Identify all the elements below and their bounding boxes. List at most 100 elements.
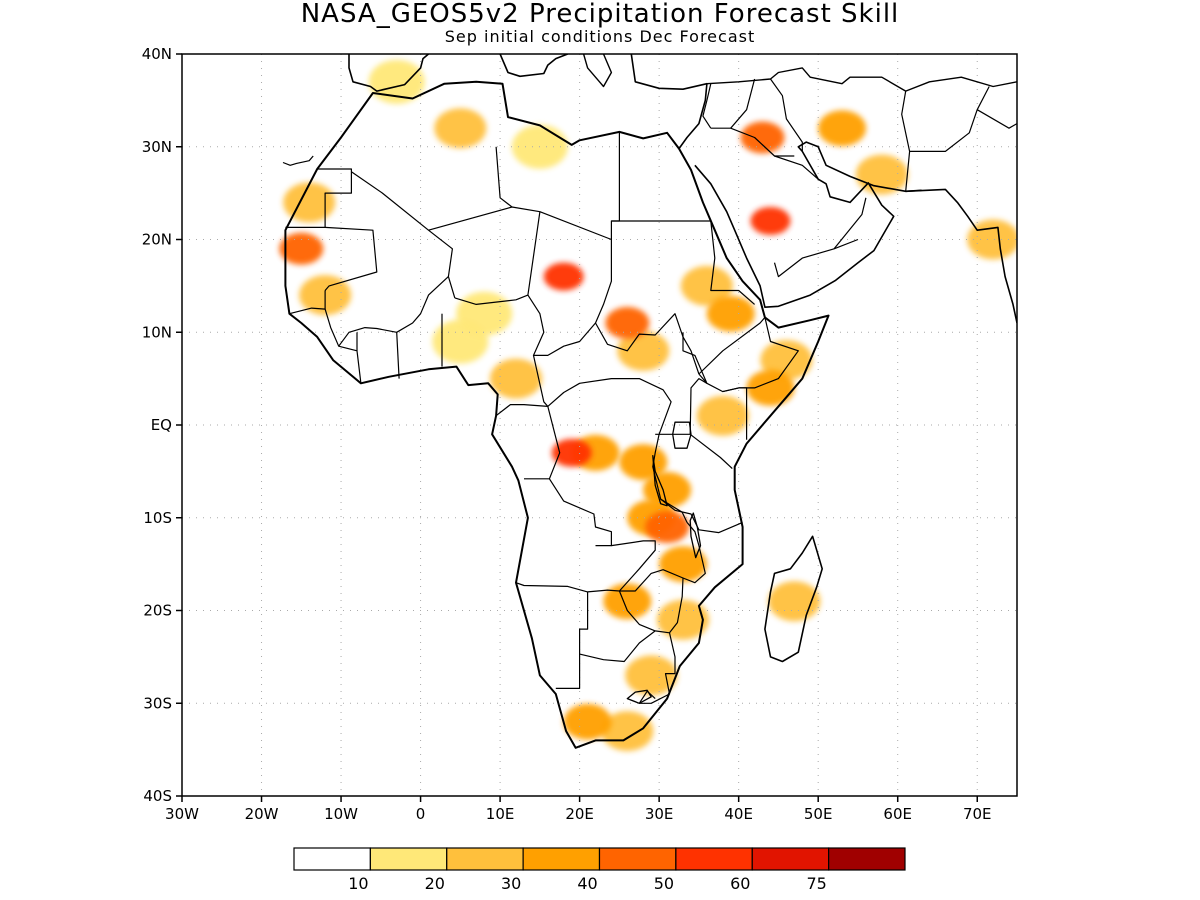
coastline-path (652, 454, 668, 507)
lon-tick-label: 70E (963, 805, 992, 823)
lon-tick-label: 20W (245, 805, 279, 823)
coastline-path (833, 197, 867, 250)
colorbar-swatch (446, 847, 524, 871)
coastline-path (579, 630, 656, 663)
lat-tick-label: 20S (143, 602, 172, 620)
lon-tick-label: 30W (165, 805, 199, 823)
coastline-path (548, 478, 612, 547)
coastline-path (285, 168, 352, 228)
lat-tick-label: EQ (151, 416, 172, 434)
coastline-path (976, 109, 1017, 129)
skill-region (680, 265, 733, 306)
lon-tick-label: 10W (324, 805, 358, 823)
colorbar-swatch (751, 847, 830, 871)
skill-region (750, 206, 791, 235)
skill-region (434, 108, 487, 149)
skill-region (645, 511, 690, 544)
coastline-path (495, 146, 513, 208)
coastline-path (682, 332, 708, 384)
lon-tick-label: 10E (486, 805, 515, 823)
coastline-path (651, 54, 653, 55)
skill-region (746, 369, 795, 406)
colorbar-label: 10 (348, 874, 368, 893)
coastline-path (351, 171, 456, 299)
skill-region (283, 182, 336, 223)
coastline-path (710, 127, 795, 157)
skill-region (605, 306, 650, 339)
lon-tick-label: 60E (883, 805, 912, 823)
lat-lon-grid (182, 54, 1017, 796)
colorbar-label: 40 (577, 874, 597, 893)
coastline-path (702, 83, 712, 129)
coastline-path (698, 317, 766, 375)
lat-tick-label: 30S (143, 694, 172, 712)
coastline-path (694, 141, 922, 308)
colorbar-swatch (522, 847, 601, 871)
colorbar: 10 20 30 40 50 60 75 (293, 847, 906, 893)
colorbar-swatch (598, 847, 677, 871)
coastline-path (396, 276, 449, 379)
coastline-path (618, 569, 684, 634)
coastline-path (324, 226, 378, 291)
lat-tick-label: 10N (142, 323, 172, 341)
skill-region (706, 295, 755, 332)
colorbar-label: 50 (654, 874, 674, 893)
coastline-path (722, 317, 799, 393)
coastline-path (706, 67, 1017, 92)
colorbar-label: 60 (730, 874, 750, 893)
map-title: NASA_GEOS5v2 Precipitation Forecast Skil… (300, 0, 900, 29)
coastline-path (773, 238, 859, 278)
coastlines-and-borders (282, 54, 1017, 749)
skill-region (696, 395, 749, 436)
lat-tick-label: 30N (142, 138, 172, 156)
colorbar-swatch (369, 847, 448, 871)
colorbar-label: 75 (806, 874, 826, 893)
lat-tick-label: 20N (142, 231, 172, 249)
coastline-path (495, 404, 561, 480)
lon-tick-label: 40E (724, 805, 753, 823)
skill-region (490, 358, 542, 399)
coastline-path (527, 211, 596, 356)
colorbar-label: 30 (501, 874, 521, 893)
coastline-path (626, 689, 652, 704)
coastline-path (764, 535, 823, 663)
skill-region (563, 703, 612, 740)
coastline-path (905, 188, 1017, 324)
coastline-path (338, 327, 397, 347)
skill-region (456, 291, 513, 336)
skill-region (551, 438, 592, 467)
colorbar-swatch (828, 847, 906, 871)
colorbar-swatch (675, 847, 753, 871)
coastline-path (909, 86, 990, 152)
lat-tick-label: 40S (143, 787, 172, 805)
coastline-path (638, 632, 676, 704)
skill-region (368, 59, 425, 104)
coastline-path (555, 591, 589, 689)
skill-region (603, 583, 652, 620)
lon-tick-label: 0 (416, 805, 426, 823)
coastline-path (611, 540, 656, 592)
coastline-path (284, 80, 830, 749)
lat-tick-label: 40N (142, 45, 172, 63)
skill-shading (279, 59, 1017, 752)
lon-tick-label: 50E (804, 805, 833, 823)
coastline-path (454, 294, 529, 305)
coastline-path (689, 512, 702, 559)
coastline-path (499, 54, 568, 78)
coastline-path (582, 54, 613, 88)
coastline-path (289, 307, 362, 384)
coastline-path (515, 582, 620, 593)
skill-region (543, 262, 584, 291)
map-subtitle: Sep initial conditions Dec Forecast (444, 27, 756, 46)
coastline-path (532, 355, 688, 523)
skill-region (617, 330, 670, 371)
coastline-path (774, 155, 819, 180)
coastline-path (660, 498, 743, 534)
skill-region (740, 121, 785, 154)
coastline-path (348, 54, 430, 92)
skill-region (625, 655, 678, 696)
skill-region (818, 110, 867, 147)
coastline-path (682, 522, 706, 584)
